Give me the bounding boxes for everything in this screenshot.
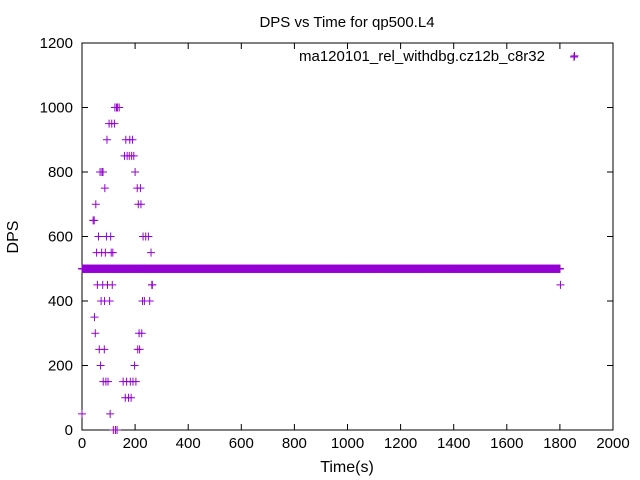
x-tick-label: 1200 <box>384 435 417 452</box>
y-tick-label: 1200 <box>40 35 73 52</box>
y-tick-label: 600 <box>48 229 73 246</box>
data-point <box>100 345 109 354</box>
plot-frame <box>81 42 614 431</box>
data-point <box>144 232 153 241</box>
axis-ticks <box>81 42 614 431</box>
data-point <box>108 248 117 257</box>
data-point <box>115 103 124 112</box>
x-tick-labels: 0 200 400 600 800 1000 1200 1400 1600 1800 2000 <box>78 435 630 452</box>
x-tick-label: 1800 <box>543 435 576 452</box>
data-point <box>98 168 107 176</box>
data-point <box>96 361 105 370</box>
y-tick-label: 0 <box>65 422 73 439</box>
x-tick-label: 1000 <box>331 435 364 452</box>
x-axis-label: Time(s) <box>320 459 374 476</box>
data-point <box>106 232 115 241</box>
data-point <box>145 297 154 305</box>
data-point <box>131 377 140 386</box>
data-point <box>147 248 156 257</box>
chart-title: DPS vs Time for qp500.L4 <box>259 14 434 31</box>
data-point <box>136 200 145 209</box>
data-point <box>137 329 146 338</box>
data-point <box>91 200 100 209</box>
data-point <box>143 264 152 273</box>
data-point <box>555 264 564 273</box>
data-point <box>110 119 119 128</box>
x-tick-label: 800 <box>282 435 307 452</box>
data-point <box>148 280 157 289</box>
data-point <box>90 313 99 322</box>
y-tick-labels: 0 200 400 600 800 1000 1200 <box>40 35 73 439</box>
y-tick-label: 1000 <box>40 100 73 117</box>
x-tick-label: 0 <box>78 435 86 452</box>
data-point <box>108 280 117 289</box>
x-tick-label: 200 <box>123 435 148 452</box>
data-point <box>102 135 111 144</box>
x-tick-label: 1600 <box>490 435 523 452</box>
legend-series-label: ma120101_rel_withdbg.cz12b_c8r32 <box>299 48 545 65</box>
legend-marker-glyph <box>570 53 578 61</box>
x-tick-label: 400 <box>176 435 201 452</box>
data-point <box>556 280 565 289</box>
y-tick-label: 400 <box>48 293 73 310</box>
y-tick-label: 200 <box>48 358 73 375</box>
data-point <box>87 264 96 273</box>
data-point <box>129 151 138 160</box>
x-tick-label: 2000 <box>596 435 629 452</box>
x-tick-label: 1400 <box>437 435 470 452</box>
data-point <box>91 329 100 338</box>
data-point <box>127 393 136 402</box>
data-point <box>136 184 145 193</box>
legend: ma120101_rel_withdbg.cz12b_c8r32 <box>299 48 578 65</box>
data-point <box>100 184 109 193</box>
data-point <box>135 345 144 354</box>
data-point <box>94 232 103 241</box>
data-point <box>78 409 86 418</box>
data-point <box>104 377 113 386</box>
data-point <box>128 135 137 144</box>
x-tick-label: 600 <box>229 435 254 452</box>
data-points <box>78 51 579 434</box>
data-point <box>570 51 579 60</box>
data-point <box>131 168 140 176</box>
data-point <box>123 264 132 273</box>
data-point <box>105 297 114 305</box>
data-point <box>132 264 141 273</box>
legend-marker <box>570 53 578 61</box>
data-point <box>106 409 115 418</box>
y-tick-label: 800 <box>48 164 73 181</box>
data-point <box>130 361 139 370</box>
data-point <box>113 426 122 434</box>
data-point <box>90 216 99 225</box>
y-axis-label: DPS <box>5 221 22 254</box>
